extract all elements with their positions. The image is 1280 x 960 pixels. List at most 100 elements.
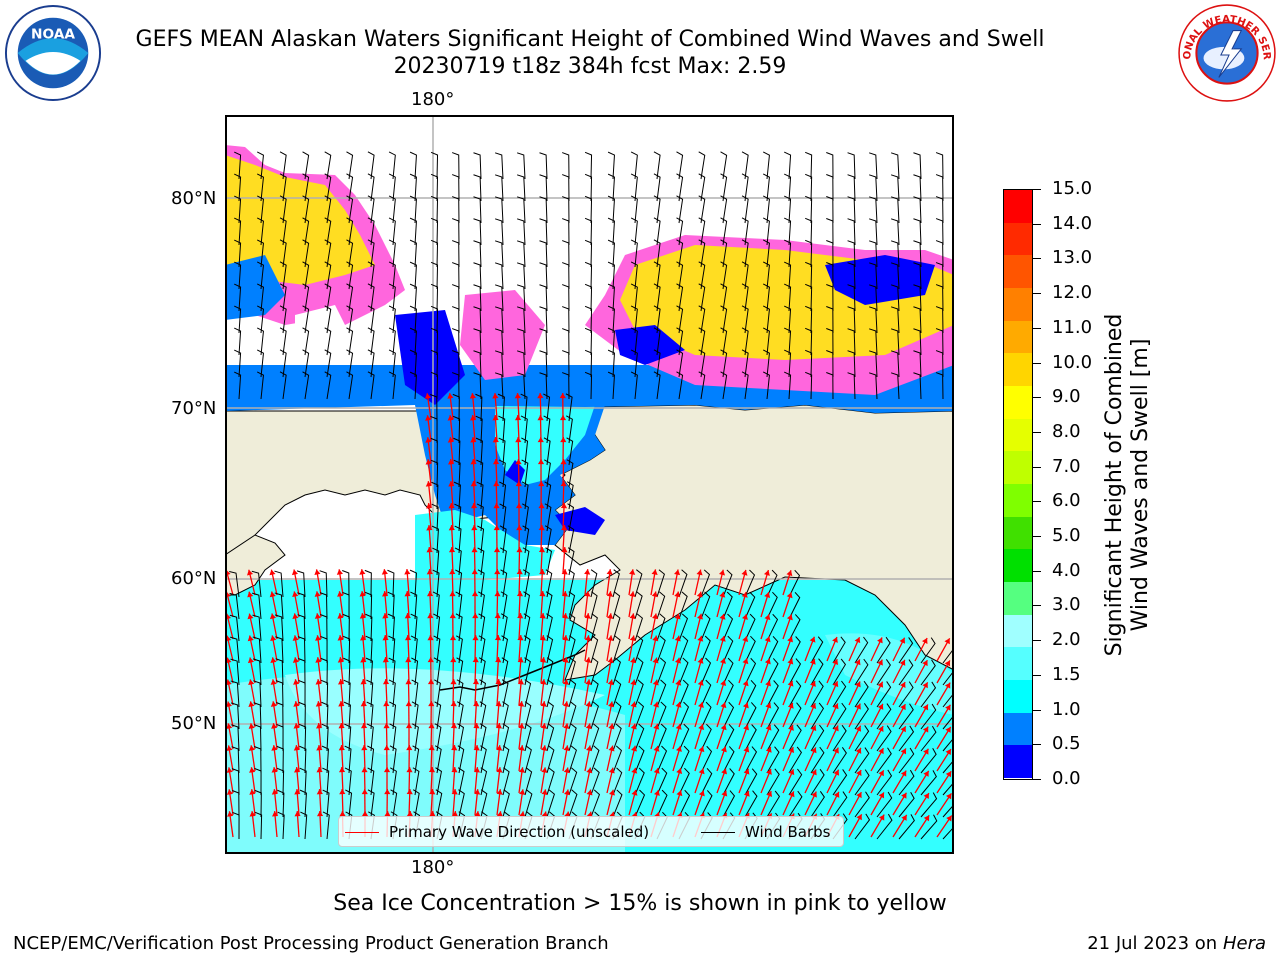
wind-barb — [744, 569, 756, 598]
wind-barb — [562, 218, 570, 246]
wave-direction-arrowhead — [361, 767, 368, 773]
wind-barb — [298, 723, 307, 752]
wave-direction-arrowhead — [271, 723, 278, 729]
wave-direction-arrowhead — [810, 725, 817, 732]
wind-barb — [366, 701, 374, 730]
wind-barb — [722, 591, 733, 620]
kotzebue-sound — [505, 460, 525, 485]
wind-barb — [302, 151, 310, 180]
wave-direction-arrowhead — [316, 723, 323, 729]
wave-direction-arrowhead — [294, 789, 301, 795]
wind-barb — [234, 305, 242, 334]
wind-barb — [346, 283, 354, 312]
wind-barb — [232, 790, 240, 818]
wind-barb — [805, 349, 813, 378]
wave-direction-arrowhead — [585, 657, 592, 663]
wind-barb — [810, 746, 825, 774]
wave-direction-arrowhead — [541, 767, 548, 773]
wave-direction-arrowhead — [719, 569, 726, 576]
wind-barb — [473, 196, 482, 224]
wind-barb — [494, 262, 504, 290]
wind-barb — [522, 503, 529, 532]
wave-direction-arrowhead — [448, 525, 455, 531]
wind-barb — [435, 789, 443, 818]
wave-direction-arrowhead — [786, 570, 793, 577]
wave-direction-arrowhead — [248, 679, 255, 686]
wind-barb — [788, 614, 801, 642]
wave-direction-arrowhead — [561, 525, 568, 531]
wave-direction-arrowhead — [539, 569, 546, 575]
wind-barb — [434, 723, 442, 752]
wind-barb — [590, 679, 599, 708]
wave-direction-arrowhead — [629, 591, 636, 597]
wave-direction-arrowhead — [360, 657, 367, 663]
wave-direction-arrowhead — [606, 591, 613, 597]
wave-direction-arrowhead — [337, 635, 344, 641]
wave-direction-arrowhead — [675, 701, 682, 708]
wave-direction-arrowhead — [855, 703, 861, 710]
wind-barb — [274, 614, 284, 642]
wind-barb — [700, 701, 712, 730]
wave-direction-arrowhead — [447, 415, 454, 421]
wind-barb — [299, 789, 307, 818]
wind-barb — [502, 745, 510, 774]
wind-barb — [546, 789, 555, 818]
wave-direction-arrowhead — [742, 658, 749, 665]
wave-direction-arrowhead — [406, 789, 413, 795]
wave-direction-arrowhead — [405, 701, 412, 707]
wind-barb — [788, 569, 801, 598]
colorbar-band — [1004, 451, 1032, 484]
wave-direction-arrowhead — [833, 725, 839, 732]
wind-barb — [234, 151, 242, 180]
wind-barb — [322, 767, 330, 796]
wave-direction-arrowhead — [561, 547, 568, 553]
wave-direction-arrowhead — [877, 703, 884, 710]
wave-direction-arrowhead — [788, 769, 795, 776]
wind-barb — [499, 503, 507, 532]
wind-barb — [584, 173, 593, 202]
wind-barb — [942, 826, 954, 840]
wave-direction-arrowhead — [247, 591, 254, 598]
wind-barb — [720, 327, 728, 356]
wind-barb — [612, 657, 621, 686]
wind-barb — [676, 239, 684, 268]
wave-direction-arrowhead — [247, 613, 254, 620]
wind-barb — [920, 703, 937, 730]
wind-barb — [544, 503, 552, 532]
wave-direction-arrowhead — [515, 481, 522, 487]
wind-barb — [784, 327, 792, 356]
colorbar-tick — [1033, 605, 1041, 607]
wind-barb — [324, 217, 332, 246]
wind-barb — [411, 657, 419, 686]
wind-barb — [744, 768, 758, 796]
wind-barb — [562, 372, 570, 400]
wave-direction-arrowhead — [923, 815, 930, 822]
wind-barb — [612, 569, 620, 598]
wind-barb — [546, 701, 554, 730]
wave-direction-arrowhead — [541, 789, 548, 795]
wind-barb — [498, 415, 506, 444]
wind-barb — [630, 261, 638, 290]
wind-barb — [630, 305, 638, 334]
wind-barb — [607, 305, 615, 334]
wind-barb — [762, 173, 770, 202]
wind-barb — [656, 569, 665, 598]
wind-barb — [890, 284, 900, 312]
wind-barb — [388, 261, 396, 290]
wind-barb — [324, 305, 332, 334]
wind-barb — [229, 592, 240, 620]
wind-barb — [741, 151, 749, 180]
wind-barb — [810, 636, 824, 664]
wave-direction-arrowhead — [450, 657, 457, 663]
wave-direction-arrowhead — [448, 459, 455, 465]
wave-direction-arrowhead — [584, 613, 591, 619]
wind-barb — [832, 747, 847, 774]
wind-barb — [365, 613, 373, 642]
wave-direction-arrowhead — [383, 701, 390, 707]
wind-barb — [913, 174, 922, 202]
wind-barb — [890, 306, 900, 334]
wind-barb — [388, 327, 396, 356]
wind-barb — [455, 591, 463, 620]
wind-barb — [475, 393, 483, 422]
wind-barb — [568, 635, 576, 664]
